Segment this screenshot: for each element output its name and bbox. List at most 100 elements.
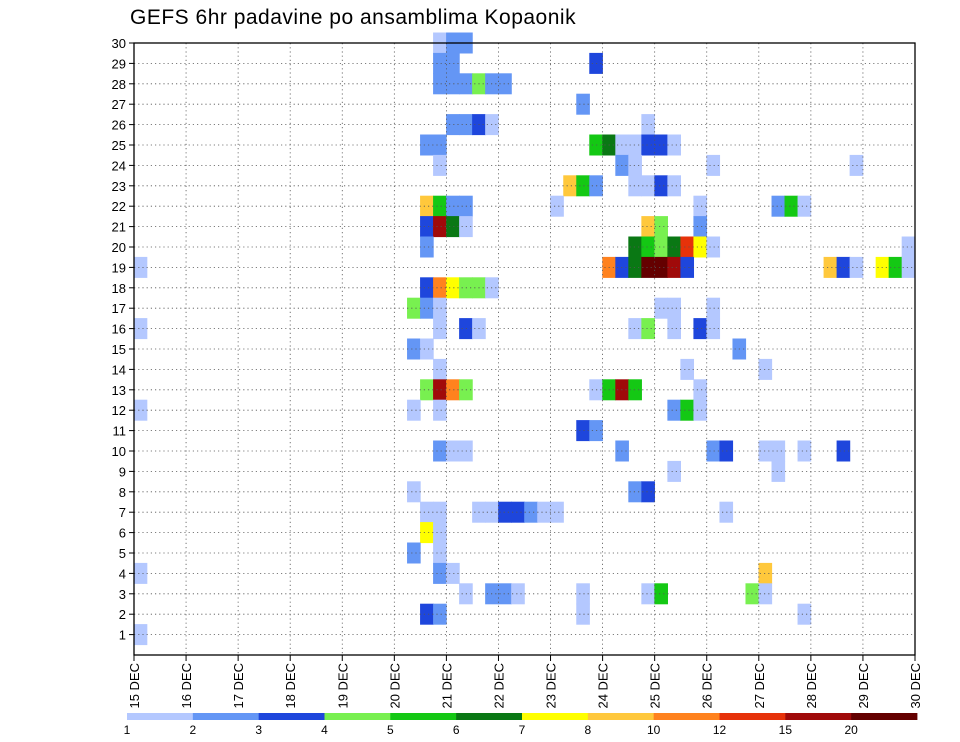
heatmap-cell [576,583,590,605]
x-tick-label: 24 DEC [596,663,611,709]
heatmap-cell [433,52,447,74]
heatmap-cell [784,195,799,217]
heatmap-cell [758,583,773,605]
heatmap-cell [433,379,447,401]
x-tick-label: 15 DEC [127,663,142,709]
colorbar-label: 7 [519,723,526,737]
heatmap-cell [901,256,916,278]
heatmap-cell [693,399,708,421]
heatmap-cell [628,175,642,197]
heatmap-cell [680,256,695,278]
heatmap-cell [667,134,681,156]
y-tick-label: 9 [119,464,126,479]
heatmap-cells [133,32,916,646]
y-axis: 1234567891011121314151617181920212223242… [112,36,134,643]
heatmap-cell [498,583,512,605]
heatmap-cell [667,318,681,340]
colorbar-swatch [851,713,918,720]
heatmap-cell [433,297,447,319]
heatmap-cell [576,175,590,197]
colorbar-label: 15 [779,723,793,737]
y-tick-label: 29 [112,56,126,71]
heatmap-cell [628,481,642,503]
heatmap-cell [133,399,148,421]
y-tick-label: 22 [112,199,126,214]
heatmap-cell [693,318,708,340]
heatmap-cell [667,297,681,319]
heatmap-cell [823,256,838,278]
x-tick-label: 21 DEC [439,663,454,709]
heatmap-cell [706,318,721,340]
y-tick-label: 23 [112,179,126,194]
heatmap-cell [628,236,642,258]
colorbar-swatch [390,713,457,720]
heatmap-cell [758,562,773,584]
heatmap-cell [706,154,721,176]
colorbar-swatch [719,713,786,720]
x-axis: 15 DEC 16 DEC 17 DEC 18 DEC 19 DEC 20 DEC 21 D… [127,655,923,709]
x-tick-label: 18 DEC [283,663,298,709]
heatmap-cell [641,236,655,258]
heatmap-cell [771,195,786,217]
heatmap-cell [407,399,421,421]
colorbar-swatch [192,713,260,720]
chart-title: GEFS 6hr padavine po ansamblima Kopaonik [130,6,577,29]
heatmap-cell [641,256,655,278]
heatmap-cell [628,134,642,156]
heatmap-cell [433,603,447,625]
heatmap-cell [446,52,460,74]
heatmap-cell [433,358,447,380]
heatmap-cell [576,93,590,115]
heatmap-cell [498,73,512,95]
x-tick-label: 16 DEC [179,663,194,709]
heatmap-cell [133,318,148,340]
heatmap-cell [511,583,525,605]
colorbar-label: 20 [844,723,858,737]
heatmap-cell [667,236,681,258]
heatmap-cell [433,216,447,238]
heatmap-cell [433,440,447,462]
heatmap-cell [654,236,668,258]
heatmap-cell [433,134,447,156]
heatmap-cell [667,256,681,278]
heatmap-cell [836,256,851,278]
heatmap-cell [641,175,655,197]
heatmap-cell [420,195,434,217]
heatmap-cell [667,399,681,421]
colorbar-swatch [653,713,720,720]
heatmap-cell [693,236,708,258]
heatmap-cell [641,216,655,238]
y-tick-label: 8 [119,485,126,500]
heatmap-cell [706,440,721,462]
heatmap-cell [420,501,434,523]
colorbar-label: 10 [647,723,661,737]
colorbar-label: 12 [713,723,727,737]
colorbar-label: 1 [124,723,131,737]
heatmap-cell [537,501,551,523]
heatmap-cell [446,440,460,462]
heatmap-cell [433,501,447,523]
heatmap-cell [654,175,668,197]
heatmap-cell [576,420,590,442]
grid-lines [134,42,915,655]
colorbar: 1 2 3 4 5 6 7 8 10 12 15 20 [124,713,918,737]
heatmap-cell [433,73,447,95]
heatmap-cell [446,73,460,95]
heatmap-cell [654,583,668,605]
y-tick-label: 2 [119,607,126,622]
x-tick-label: 22 DEC [491,663,506,709]
heatmap-cell [446,562,460,584]
y-tick-label: 10 [112,444,126,459]
y-tick-label: 28 [112,77,126,92]
heatmap-cell [888,256,903,278]
x-tick-label: 28 DEC [804,663,819,709]
heatmap-cell [498,501,512,523]
heatmap-cell [446,277,460,299]
heatmap-cell [797,195,812,217]
y-tick-label: 20 [112,240,126,255]
heatmap-cell [420,379,434,401]
colorbar-swatch [456,713,523,720]
y-tick-label: 21 [112,220,126,235]
heatmap-cell [420,338,434,360]
